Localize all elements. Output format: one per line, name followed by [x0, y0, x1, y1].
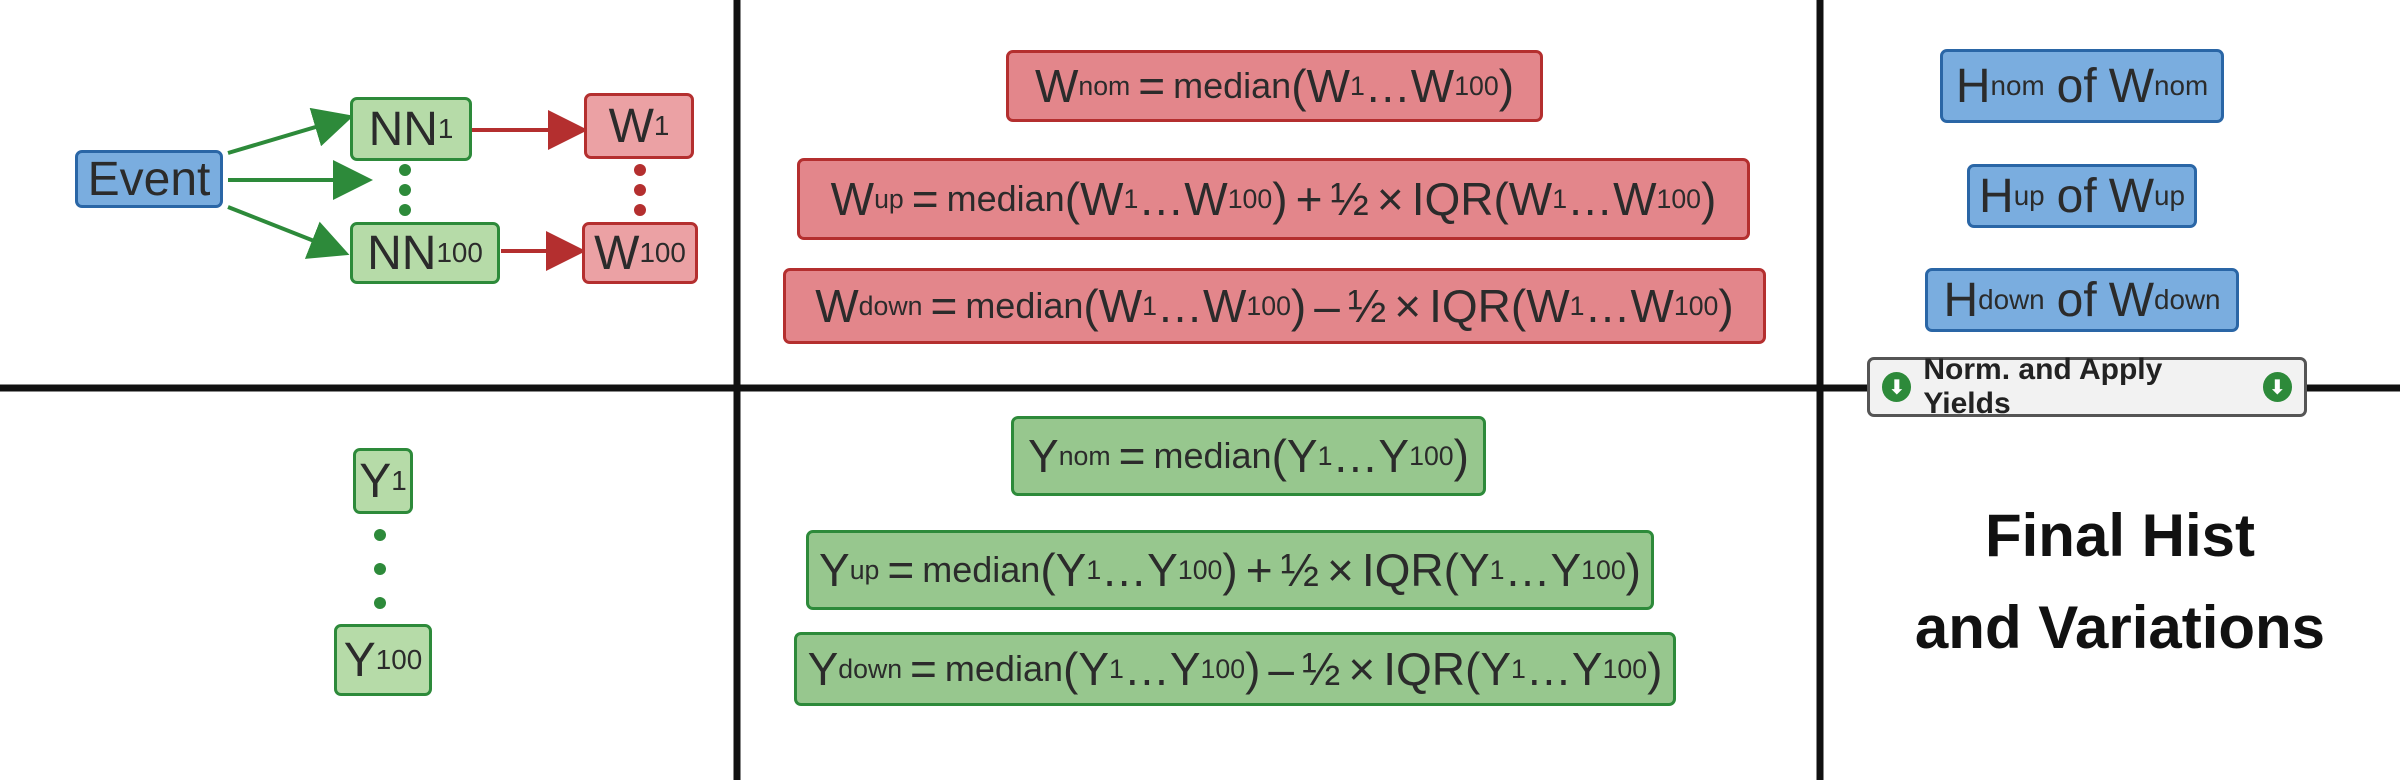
- norm-apply-yields-button: ⬇ Norm. and Apply Yields ⬇: [1867, 353, 2307, 420]
- nn-dot: [399, 164, 411, 176]
- nn100-node: NN 100: [350, 222, 500, 284]
- final-hist-caption: Final Hist and Variations: [1830, 490, 2400, 674]
- w-dot: [634, 204, 646, 216]
- final-line-2: and Variations: [1914, 594, 2326, 661]
- norm-apply-yields-label: Norm. and Apply Yields: [1923, 353, 2163, 420]
- w100-node: W 100: [582, 222, 698, 284]
- arrow-down-circle-icon: ⬇: [1882, 372, 1912, 402]
- y-dot: [374, 597, 386, 609]
- arrow-event-to-nn100: [227, 205, 350, 259]
- w-dot: [634, 184, 646, 196]
- arrow-event-to-nn1: [227, 107, 354, 155]
- y-dot: [374, 529, 386, 541]
- nn-dot: [399, 204, 411, 216]
- event-node: Event: [75, 150, 223, 208]
- w-dot: [634, 164, 646, 176]
- event-label: Event: [87, 152, 211, 206]
- final-line-1: Final Hist: [1984, 502, 2256, 569]
- y100-node: Y 100: [334, 624, 432, 696]
- arrow-down-circle-icon: ⬇: [2262, 372, 2292, 402]
- y-dot: [374, 563, 386, 575]
- nn-dot: [399, 184, 411, 196]
- nn1-node: NN 1: [350, 97, 472, 161]
